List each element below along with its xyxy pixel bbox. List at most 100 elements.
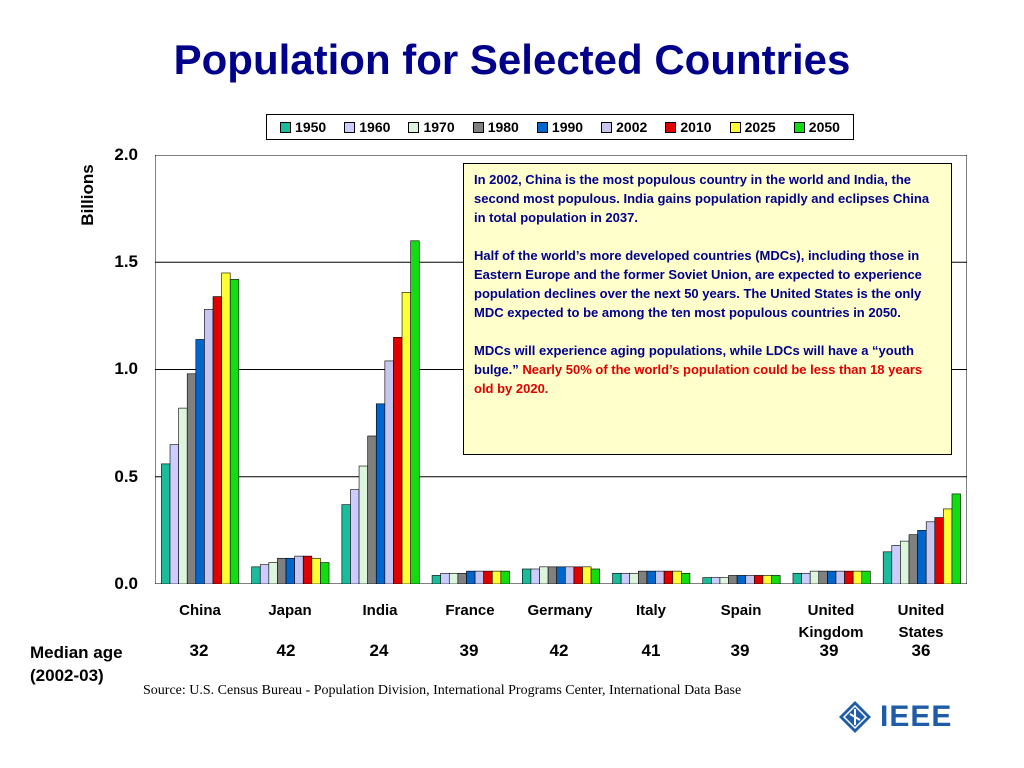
chart-legend: 1950 1960 1970 1980 1990 2002 2010 2025 2050 [266, 114, 854, 140]
legend-label: 1980 [487, 119, 519, 135]
bar [646, 570, 656, 584]
median-age-value: 32 [189, 641, 209, 660]
bar [951, 493, 961, 584]
median-age-label: Median age (2002-03) [30, 641, 123, 687]
y-tick-label: 0.0 [114, 574, 138, 593]
legend-label: 1950 [295, 119, 327, 135]
bar [771, 575, 781, 584]
bar [818, 570, 828, 584]
bar [169, 444, 179, 584]
annotation-box: In 2002, China is the most populous coun… [463, 163, 952, 455]
median-age-label-line2: (2002-03) [30, 666, 104, 685]
bar [745, 575, 755, 584]
bar [792, 572, 802, 584]
bar [564, 566, 575, 584]
bar [161, 463, 171, 584]
bar [294, 555, 304, 584]
legend-label: 1960 [359, 119, 391, 135]
category-label: China [179, 602, 221, 619]
bar [268, 562, 278, 584]
bar [590, 568, 601, 584]
bar [341, 504, 351, 584]
bar [852, 570, 863, 584]
bar [629, 572, 639, 584]
ieee-logo-text: IEEE [880, 700, 953, 733]
bar [229, 279, 240, 584]
legend-item: 2025 [729, 119, 776, 135]
bar [539, 566, 549, 584]
annotation-text: MDCs will experience aging populations, … [474, 343, 914, 377]
legend-label: 2010 [680, 119, 712, 135]
legend-swatch [280, 121, 292, 133]
category-label: Spain [720, 602, 762, 619]
bar [719, 577, 729, 584]
legend-item: 2002 [601, 119, 647, 135]
category-label: India [362, 602, 398, 619]
legend-label: 1990 [551, 119, 584, 135]
bar [474, 570, 484, 584]
bar [277, 557, 287, 584]
bar [384, 360, 394, 584]
bar [375, 403, 386, 584]
bar [754, 575, 764, 584]
legend-item: 1950 [280, 119, 326, 135]
y-tick-label: 2.0 [114, 145, 138, 164]
legend-swatch [472, 121, 484, 133]
legend-item: 1990 [536, 119, 584, 135]
median-age-label-line1: Median age [30, 643, 123, 662]
median-age-value: 36 [911, 641, 931, 660]
bar [672, 570, 682, 584]
bar [582, 566, 592, 584]
bar [638, 570, 648, 584]
bar [612, 572, 622, 584]
annotation-paragraph: MDCs will experience aging populations, … [474, 341, 941, 398]
median-age-value: 39 [819, 641, 839, 660]
bar [440, 572, 450, 584]
bar [410, 240, 420, 584]
bar [702, 577, 712, 584]
page-title: Population for Selected Countries [173, 36, 851, 83]
bar [500, 570, 510, 584]
legend-swatch [408, 121, 420, 133]
median-age-value: 39 [730, 641, 750, 660]
bar [900, 540, 910, 584]
bar [762, 575, 772, 584]
legend-label: 2050 [808, 119, 840, 135]
bar [882, 551, 893, 584]
category-label: Germany [527, 602, 593, 619]
category-label: Japan [268, 602, 312, 619]
annotation-paragraph: In 2002, China is the most populous coun… [474, 172, 930, 225]
bar [925, 521, 936, 584]
bar [861, 570, 871, 584]
legend-item: 2050 [793, 119, 840, 135]
category-label: United Kingdom [798, 602, 864, 641]
annotation-paragraph: Half of the world’s more developed count… [474, 248, 922, 320]
ieee-logo: IEEE [838, 700, 952, 734]
y-axis-label: Billions [78, 164, 97, 226]
bar [311, 557, 321, 584]
bar [431, 575, 441, 584]
median-age-value: 24 [369, 641, 389, 660]
bar [491, 570, 502, 584]
legend-swatch [793, 121, 805, 133]
median-age-value: 41 [641, 641, 661, 660]
bar [393, 337, 403, 584]
bar [573, 566, 583, 584]
legend-item: 1970 [408, 119, 455, 135]
bar [350, 489, 360, 584]
median-age-value: 39 [459, 641, 479, 660]
bar [521, 568, 532, 584]
bar [943, 508, 953, 584]
bar [835, 570, 845, 584]
bar [457, 572, 467, 584]
legend-item: 2010 [665, 119, 712, 135]
bar [620, 572, 631, 584]
bar [891, 545, 901, 584]
bar [530, 568, 540, 584]
bar [483, 570, 493, 584]
bar [736, 575, 747, 584]
ieee-diamond-icon [839, 701, 871, 733]
bar [466, 570, 476, 584]
bar [178, 407, 188, 584]
bar [259, 564, 270, 584]
